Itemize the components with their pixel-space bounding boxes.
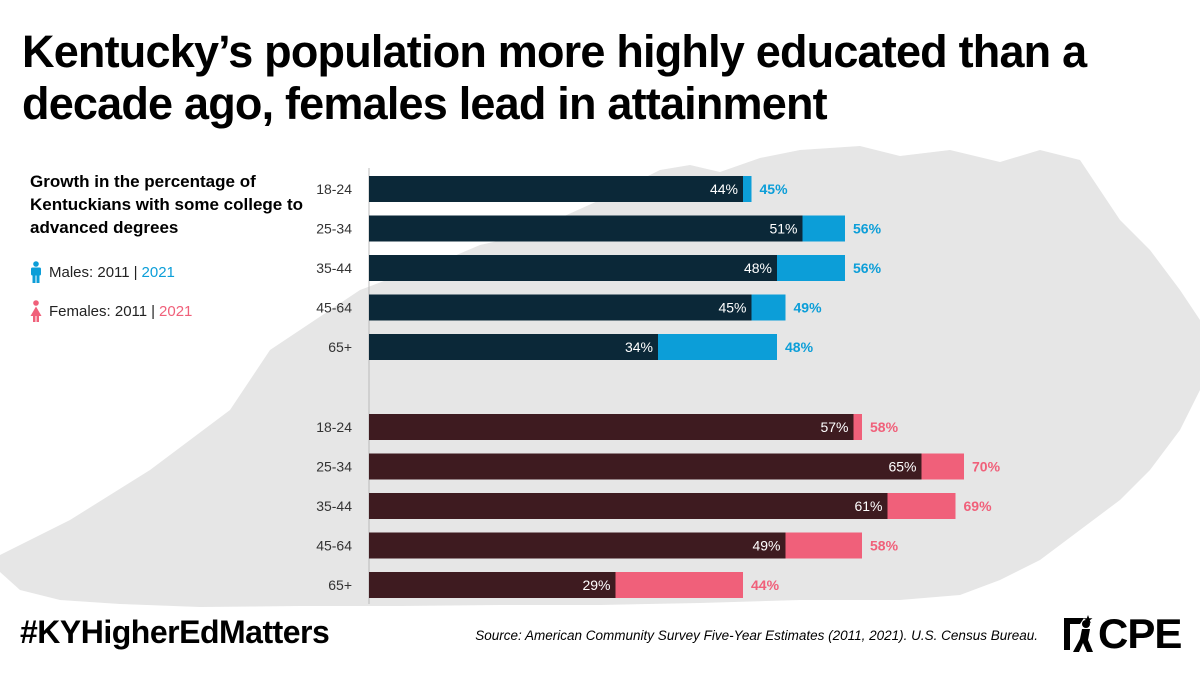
data-label-2011-males-35-44: 48% [744, 260, 772, 276]
bar-2011-females-18-24 [369, 414, 854, 440]
cpe-logo-text: CPE [1098, 610, 1182, 657]
legend-separator: | [151, 302, 156, 320]
bar-2011-males-35-44 [369, 255, 777, 281]
legend-females: Females: 2011 | 2021 [30, 300, 192, 322]
data-label-2011-males-45-64: 45% [718, 300, 746, 316]
legend-males: Males: 2011 | 2021 [30, 261, 175, 283]
data-label-2011-females-45-64: 49% [752, 538, 780, 554]
data-label-2011-females-65+: 29% [582, 577, 610, 593]
data-label-2011-females-18-24: 57% [820, 419, 848, 435]
category-label-males-35-44: 35-44 [316, 260, 352, 276]
bar-2011-females-45-64 [369, 532, 786, 559]
bar-2011-females-65+ [369, 572, 616, 598]
legend-males-2021: 2021 [141, 263, 175, 281]
data-label-2021-males-65+: 48% [785, 339, 814, 355]
data-label-2021-males-25-34: 56% [853, 221, 882, 237]
category-label-females-18-24: 18-24 [316, 419, 352, 435]
category-label-females-35-44: 35-44 [316, 498, 352, 514]
cpe-logo: CPE [1062, 610, 1182, 658]
male-person-icon [31, 261, 41, 283]
data-label-2021-females-45-64: 58% [870, 538, 899, 554]
data-label-2021-females-65+: 44% [751, 577, 780, 593]
legend-females-2021: 2021 [159, 302, 193, 320]
data-label-2021-females-18-24: 58% [870, 419, 899, 435]
category-label-females-25-34: 25-34 [316, 459, 352, 475]
bar-2011-males-65+ [369, 334, 658, 360]
data-label-2021-females-25-34: 70% [972, 459, 1001, 475]
chart-subtitle: Growth in the percentage of Kentuckians … [30, 172, 304, 237]
data-label-2011-males-18-24: 44% [710, 181, 738, 197]
data-label-2021-males-35-44: 56% [853, 260, 882, 276]
female-person-icon [30, 300, 42, 322]
data-label-2011-males-65+: 34% [625, 339, 653, 355]
category-label-females-65+: 65+ [328, 577, 352, 593]
data-label-2021-females-35-44: 69% [964, 498, 993, 514]
legend-females-label: Females: 2011 [49, 302, 148, 320]
bar-2011-males-18-24 [369, 176, 743, 202]
data-label-2021-males-18-24: 45% [760, 181, 789, 197]
hashtag: #KYHigherEdMatters [20, 614, 330, 650]
data-label-2011-females-25-34: 65% [888, 459, 916, 475]
data-label-2021-males-45-64: 49% [794, 300, 823, 316]
category-label-males-65+: 65+ [328, 339, 352, 355]
category-label-females-45-64: 45-64 [316, 538, 352, 554]
data-label-2011-females-35-44: 61% [854, 498, 882, 514]
kentucky-silhouette [0, 146, 1200, 607]
cpe-logo-icon [1064, 615, 1093, 652]
chart-title: Kentucky’s population more highly educat… [22, 26, 1087, 129]
bar-2011-males-25-34 [369, 215, 803, 242]
category-label-males-18-24: 18-24 [316, 181, 352, 197]
bar-2011-females-25-34 [369, 453, 922, 480]
legend-males-label: Males: 2011 [49, 263, 130, 281]
category-label-males-45-64: 45-64 [316, 300, 352, 316]
source-note: Source: American Community Survey Five-Y… [475, 628, 1038, 643]
data-label-2011-males-25-34: 51% [769, 221, 797, 237]
legend-separator: | [133, 263, 138, 281]
bar-2011-females-35-44 [369, 493, 888, 519]
category-label-males-25-34: 25-34 [316, 221, 352, 237]
bar-2011-males-45-64 [369, 294, 752, 321]
